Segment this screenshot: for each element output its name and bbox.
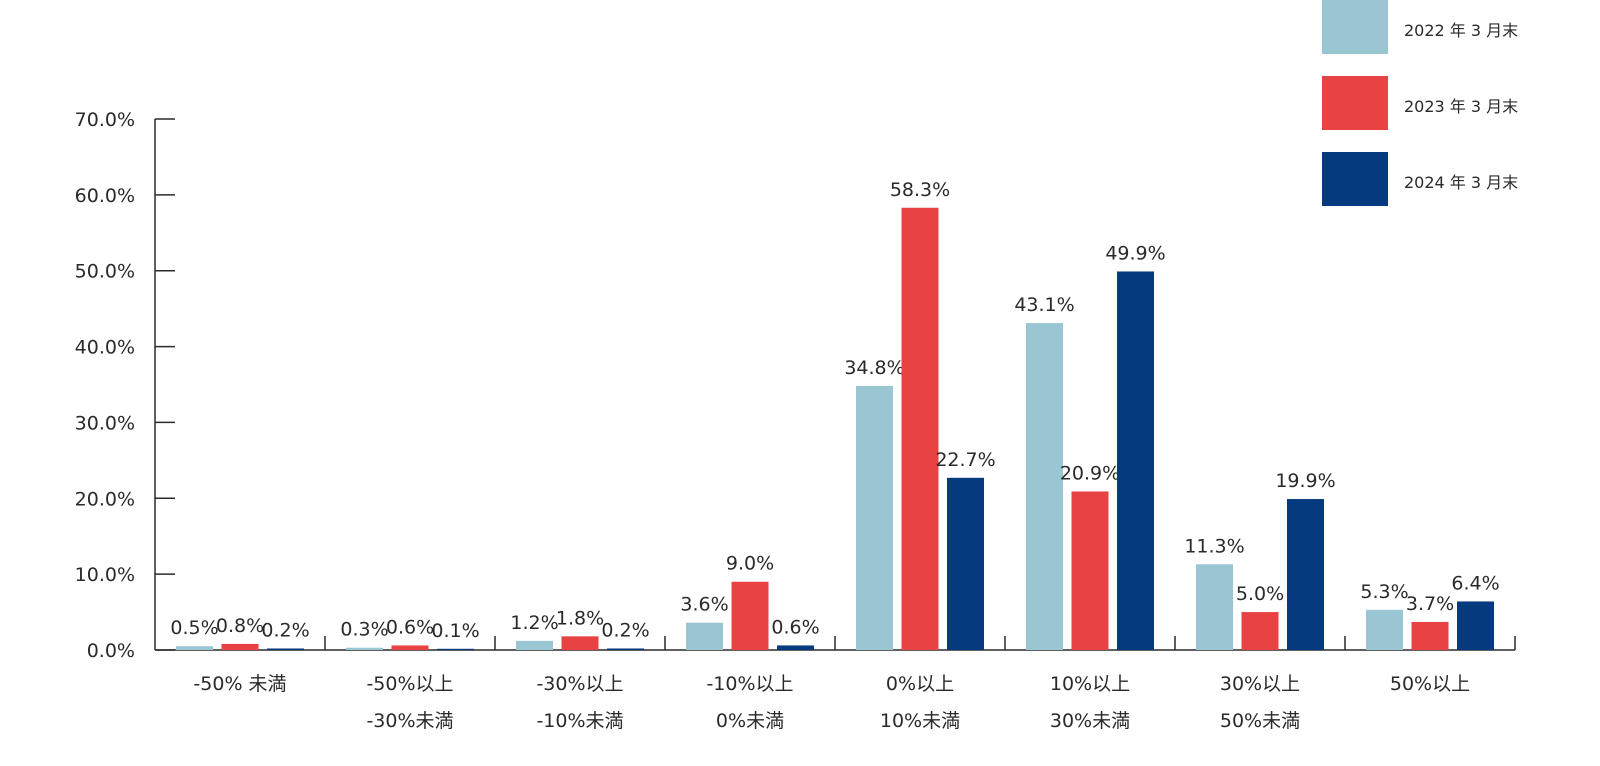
bar <box>777 645 814 650</box>
data-label: 22.7% <box>935 449 995 471</box>
category-label: 30%以上 <box>1220 673 1300 695</box>
data-label: 9.0% <box>726 553 774 575</box>
data-label: 34.8% <box>844 357 904 379</box>
bar <box>856 386 893 650</box>
data-label: 5.3% <box>1360 581 1408 603</box>
data-label: 1.2% <box>510 612 558 634</box>
legend-label-2023: 2023 年 3 月末 <box>1404 97 1519 116</box>
legend-item-2022: 2022 年 3 月末 <box>1322 0 1582 54</box>
bar <box>391 645 429 650</box>
bar <box>947 477 984 650</box>
legend: 2022 年 3 月末 2023 年 3 月末 2024 年 3 月末 <box>1322 0 1582 210</box>
y-tick-label: 20.0% <box>75 488 135 510</box>
data-label: 5.0% <box>1236 583 1284 605</box>
data-label: 0.2% <box>601 619 649 641</box>
category-label: 50%未満 <box>1220 710 1300 732</box>
data-label: 0.6% <box>386 616 434 638</box>
category-label: -30%未満 <box>366 710 453 732</box>
bar <box>1196 564 1233 650</box>
y-tick-label: 30.0% <box>75 412 135 434</box>
category-label: 10%未満 <box>880 710 960 732</box>
category-label: 0%未満 <box>716 710 784 732</box>
category-label: -10%未満 <box>536 710 623 732</box>
data-label: 0.8% <box>216 615 264 637</box>
bar <box>437 648 474 650</box>
category-label: -30%以上 <box>536 673 623 695</box>
legend-label-2022: 2022 年 3 月末 <box>1404 21 1519 40</box>
bar <box>1411 621 1449 650</box>
bar <box>1026 323 1063 650</box>
bar <box>1287 499 1324 650</box>
y-tick-label: 60.0% <box>75 185 135 207</box>
category-label: -50% 未満 <box>193 673 286 695</box>
data-label: 49.9% <box>1105 242 1165 264</box>
legend-item-2024: 2024 年 3 月末 <box>1322 152 1582 206</box>
bar <box>267 648 304 650</box>
data-label: 0.3% <box>340 619 388 641</box>
bar <box>221 643 259 650</box>
data-label: 1.8% <box>556 607 604 629</box>
y-tick-label: 70.0% <box>75 109 135 131</box>
bar <box>516 640 553 650</box>
data-label: 43.1% <box>1014 294 1074 316</box>
bar <box>176 646 213 650</box>
category-label: -50%以上 <box>366 673 453 695</box>
legend-swatch-2023 <box>1322 76 1388 130</box>
data-label: 0.5% <box>170 617 218 639</box>
data-label: 3.7% <box>1406 593 1454 615</box>
bar <box>1241 612 1279 650</box>
legend-item-2023: 2023 年 3 月末 <box>1322 76 1582 130</box>
y-tick-label: 40.0% <box>75 337 135 359</box>
bar <box>607 648 644 650</box>
legend-label-2024: 2024 年 3 月末 <box>1404 173 1519 192</box>
category-label: 30%未満 <box>1050 710 1130 732</box>
data-label: 0.2% <box>261 619 309 641</box>
data-label: 0.1% <box>431 620 479 642</box>
category-label: 10%以上 <box>1050 673 1130 695</box>
y-tick-label: 50.0% <box>75 261 135 283</box>
bar <box>1071 491 1109 650</box>
bar <box>346 647 383 650</box>
bar <box>686 622 723 650</box>
category-label: 50%以上 <box>1390 673 1470 695</box>
category-label: 0%以上 <box>886 673 954 695</box>
y-tick-label: 0.0% <box>87 640 135 662</box>
bar <box>561 636 599 650</box>
data-label: 0.6% <box>771 616 819 638</box>
data-label: 11.3% <box>1184 535 1244 557</box>
bar <box>1366 609 1403 650</box>
bar <box>901 207 939 650</box>
bar <box>1117 271 1154 650</box>
data-label: 6.4% <box>1451 572 1499 594</box>
y-tick-label: 10.0% <box>75 564 135 586</box>
data-label: 58.3% <box>890 179 950 201</box>
data-label: 19.9% <box>1275 470 1335 492</box>
bar <box>731 581 769 650</box>
legend-swatch-2024 <box>1322 152 1388 206</box>
legend-swatch-2022 <box>1322 0 1388 54</box>
bar <box>1457 601 1494 650</box>
data-label: 20.9% <box>1060 462 1120 484</box>
category-label: -10%以上 <box>706 673 793 695</box>
data-label: 3.6% <box>680 594 728 616</box>
